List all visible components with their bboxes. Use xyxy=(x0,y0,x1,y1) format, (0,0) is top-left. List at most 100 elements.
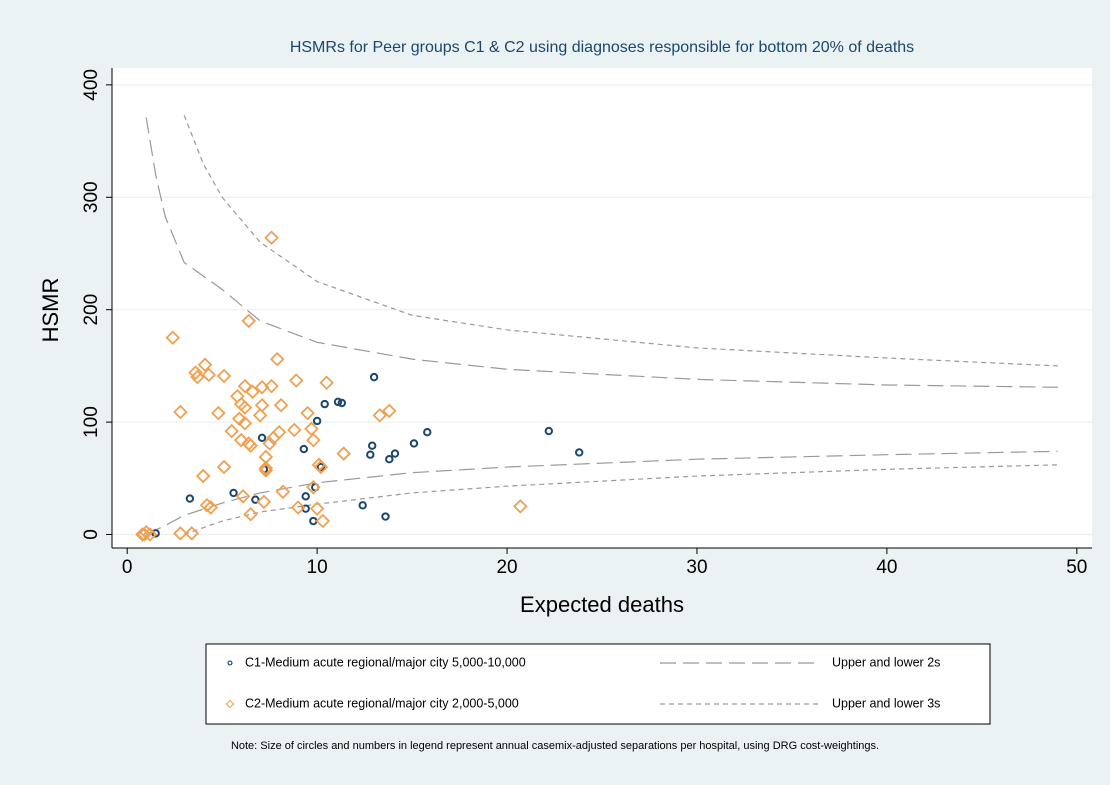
point xyxy=(188,365,203,380)
point xyxy=(423,428,432,437)
point xyxy=(243,438,258,453)
limit-line xyxy=(183,464,1058,536)
point xyxy=(316,462,326,472)
point xyxy=(195,468,211,484)
point xyxy=(372,408,388,423)
point xyxy=(275,484,291,500)
point xyxy=(315,513,331,529)
point xyxy=(137,527,152,542)
point xyxy=(290,500,306,515)
point xyxy=(262,436,277,451)
y-tick-label: 0 xyxy=(81,529,102,540)
point xyxy=(288,373,304,388)
point xyxy=(273,397,289,413)
point xyxy=(301,492,310,501)
point xyxy=(211,405,226,421)
point xyxy=(382,403,397,419)
point xyxy=(251,495,260,504)
point xyxy=(258,460,274,476)
point xyxy=(258,463,274,478)
point xyxy=(312,416,322,426)
point xyxy=(254,397,270,413)
point xyxy=(264,378,279,394)
point xyxy=(151,529,160,538)
point xyxy=(199,498,215,513)
point xyxy=(185,494,195,503)
x-tick-label: 10 xyxy=(307,557,328,578)
y-tick-label: 100 xyxy=(81,406,102,438)
point xyxy=(313,459,329,475)
point xyxy=(203,500,219,515)
y-tick-label: 400 xyxy=(81,69,102,101)
legend-symbol xyxy=(227,660,233,666)
point xyxy=(243,507,258,522)
point xyxy=(306,480,321,495)
point xyxy=(173,404,188,420)
point xyxy=(197,357,213,373)
limit-line xyxy=(145,450,1058,536)
point xyxy=(299,444,309,454)
point xyxy=(256,494,272,510)
legend-box xyxy=(205,643,991,725)
y-tick-label: 300 xyxy=(81,181,102,213)
point xyxy=(333,397,343,407)
x-tick-label: 50 xyxy=(1066,557,1087,578)
point xyxy=(241,313,257,329)
point xyxy=(271,424,287,440)
point xyxy=(216,368,232,384)
point xyxy=(336,446,351,461)
point xyxy=(224,423,239,439)
x-tick-label: 20 xyxy=(496,557,517,578)
point xyxy=(233,432,249,448)
chart-title: HSMRs for Peer groups C1 & C2 using diag… xyxy=(290,39,914,56)
legend-label: C2-Medium acute regional/major city 2,00… xyxy=(245,696,519,710)
point xyxy=(367,441,377,450)
point xyxy=(216,459,232,475)
legend-label: C1-Medium acute regional/major city 5,00… xyxy=(245,655,526,669)
point xyxy=(381,512,390,521)
point xyxy=(257,433,267,443)
point xyxy=(575,448,584,457)
x-axis-label: Expected deaths xyxy=(520,592,684,617)
legend-label: Upper and lower 2s xyxy=(832,655,940,669)
point xyxy=(366,450,375,459)
x-tick-label: 0 xyxy=(122,557,133,578)
y-tick-label: 200 xyxy=(81,294,102,326)
point xyxy=(173,526,188,541)
point xyxy=(237,378,253,394)
y-axis-label: HSMR xyxy=(38,278,63,343)
point xyxy=(320,399,329,409)
point xyxy=(237,415,253,431)
point xyxy=(369,372,379,382)
point xyxy=(409,439,419,448)
point xyxy=(229,488,238,498)
x-tick-label: 30 xyxy=(686,557,707,578)
point xyxy=(235,489,251,504)
limit-line xyxy=(145,117,1058,388)
point xyxy=(264,230,279,246)
point xyxy=(358,501,367,510)
point xyxy=(245,384,260,400)
point xyxy=(390,449,400,458)
point xyxy=(258,449,274,465)
point xyxy=(287,422,302,438)
note: Note: Size of circles and numbers in leg… xyxy=(231,740,879,752)
point xyxy=(190,369,205,385)
point xyxy=(252,408,268,423)
point xyxy=(309,501,325,516)
point xyxy=(165,330,181,346)
legend-symbol xyxy=(225,699,235,709)
point xyxy=(513,499,528,514)
point xyxy=(184,526,200,541)
point xyxy=(269,351,285,367)
plot-area xyxy=(112,68,1092,548)
point xyxy=(544,426,554,436)
point xyxy=(300,405,315,421)
point xyxy=(142,527,158,542)
legend-label: Upper and lower 3s xyxy=(832,696,940,710)
point xyxy=(319,375,334,391)
point xyxy=(385,454,394,464)
point xyxy=(337,398,347,408)
point xyxy=(201,367,217,383)
